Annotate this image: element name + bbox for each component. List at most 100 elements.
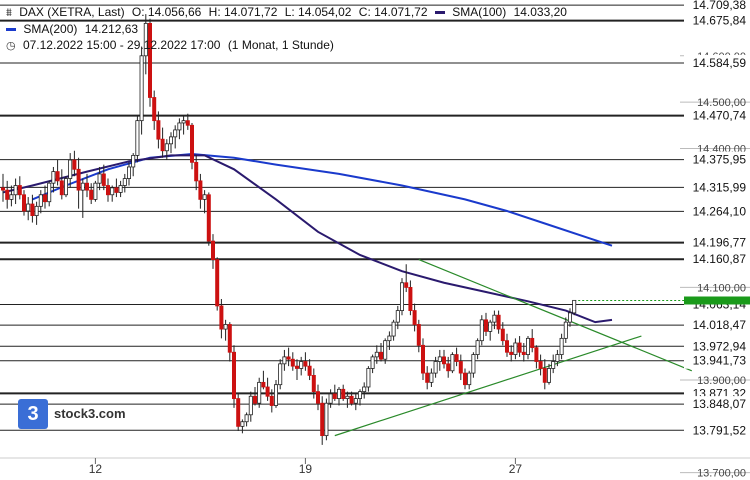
candle-body [294,365,299,369]
candle [404,264,409,293]
candle-body [198,180,203,200]
candle-body [227,324,232,353]
sma100-swatch [434,11,445,15]
candle [559,333,564,360]
candle [68,153,73,188]
candle-body [504,340,509,353]
candle [236,393,241,431]
price-level-label-bg [684,12,750,29]
candle-body [441,356,446,365]
candle-body [85,182,90,191]
candle-body [72,159,77,170]
candle [357,389,362,406]
candle-body [462,372,467,386]
candle-body [106,185,111,196]
candle [479,315,484,346]
candle [110,185,115,202]
candle [349,391,354,406]
candle [13,178,18,205]
candle [273,380,278,408]
candle-body [568,312,573,323]
candle-body [261,381,266,388]
candle [248,391,253,422]
candle-body [395,310,400,323]
price-level-label-bg [684,251,750,268]
candle-body [223,324,228,330]
candle-body [0,187,6,191]
price-level-label: 14.584,59 [693,56,747,70]
stock3-logo: 3 stock3.com [18,398,130,430]
candle [135,116,140,163]
x-tick-label: 27 [509,462,523,476]
candle-body [219,305,224,330]
candle-body [143,22,148,57]
candle [202,190,207,214]
candle [416,319,421,353]
candle [307,359,312,381]
candle-body [412,310,417,325]
candle-body [5,189,10,200]
candle-body [240,421,245,427]
candle [156,111,161,149]
candle [454,347,459,367]
candle-body [425,372,430,383]
candle-body [513,342,518,355]
price-level-label: 14.315,99 [693,180,747,194]
candle [114,178,119,198]
candle [252,386,257,406]
candle [265,377,270,401]
price-level-label-bg [684,54,750,71]
candle [471,352,476,378]
candle-body [315,391,320,404]
candle-body [299,361,304,369]
candle-body [563,321,568,339]
candle [383,338,388,364]
candle-body [387,335,392,342]
candle-body [416,324,421,346]
price-level-label-bg [684,234,750,251]
candle-body [147,22,152,98]
candle-body [206,194,211,242]
current-price-marker [684,296,750,305]
candle [139,46,144,135]
candle [492,310,497,330]
candle [17,176,22,200]
candle-body [168,136,173,145]
close-value: C: 14.071,72 [358,5,428,19]
candle [231,345,236,408]
candle-body [89,189,94,200]
candle-body [420,344,425,374]
candle [118,180,123,198]
candle-body [538,361,543,369]
candle-body [68,159,73,179]
stock3-logo-text: stock3.com [54,406,126,421]
candle [85,173,90,198]
candle-body [446,363,451,372]
candle-body [530,337,535,349]
price-level-label-bg [684,179,750,196]
price-level-label-bg [684,151,750,168]
y-tick-label: 14.100,00 [697,282,746,294]
candle-body [26,203,31,212]
candle-body [555,354,560,362]
price-level-label-bg [684,352,750,369]
price-level-label: 14.264,10 [693,204,747,218]
price-level-label-bg [684,107,750,124]
candle [530,329,535,353]
candle [206,192,211,246]
high-value: H: 14.071,72 [208,5,278,19]
price-level-label-bg [684,422,750,439]
low-value: L: 14.054,02 [284,5,352,19]
candle-body [257,381,262,404]
candle [496,310,501,334]
candle-body [454,354,459,362]
candle [488,319,493,341]
candle-body [9,194,14,200]
candle [458,354,463,381]
candle-body [34,205,39,217]
candle [290,352,295,371]
candle-body [47,182,52,203]
stock3-logo-mark: 3 [18,399,48,429]
price-level-label-bg [684,338,750,355]
